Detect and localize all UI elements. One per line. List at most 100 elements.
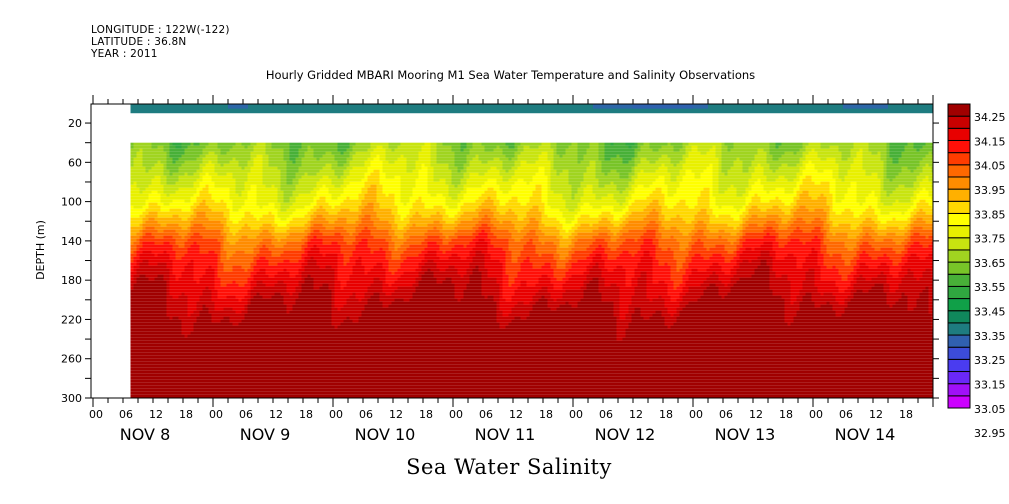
contour-cell: [184, 208, 188, 212]
contour-cell: [154, 286, 158, 290]
contour-cell: [262, 310, 266, 314]
contour-cell: [151, 391, 155, 395]
contour-cell: [175, 307, 179, 311]
contour-cell: [187, 355, 191, 359]
contour-cell: [292, 265, 296, 269]
contour-cell: [139, 166, 143, 170]
contour-cell: [157, 283, 161, 287]
contour-cell: [262, 154, 266, 158]
contour-cell: [244, 349, 248, 353]
contour-cell: [193, 349, 197, 353]
contour-cell: [175, 178, 179, 182]
contour-cell: [178, 268, 182, 272]
contour-cell: [286, 274, 290, 278]
contour-cell: [238, 145, 242, 149]
contour-cell: [211, 385, 215, 389]
contour-cell: [151, 151, 155, 155]
contour-cell: [205, 145, 209, 149]
contour-cell: [268, 289, 272, 293]
contour-cell: [223, 241, 227, 245]
contour-cell: [151, 364, 155, 368]
contour-cell: [238, 343, 242, 347]
contour-cell: [220, 358, 224, 362]
contour-cell: [148, 355, 152, 359]
contour-cell: [259, 181, 263, 185]
contour-cell: [250, 157, 254, 161]
contour-cell: [301, 346, 305, 350]
contour-cell: [211, 367, 215, 371]
contour-cell: [295, 226, 299, 230]
contour-cell: [274, 352, 278, 356]
contour-cell: [160, 229, 164, 233]
contour-cell: [181, 193, 185, 197]
contour-cell: [175, 349, 179, 353]
contour-cell: [163, 313, 167, 317]
contour-cell: [241, 145, 245, 149]
contour-cell: [286, 394, 290, 398]
contour-cell: [283, 166, 287, 170]
contour-cell: [184, 250, 188, 254]
contour-cell: [130, 346, 134, 350]
contour-cell: [130, 370, 134, 374]
contour-cell: [295, 238, 299, 242]
contour-cell: [214, 364, 218, 368]
contour-cell: [271, 295, 275, 299]
contour-cell: [259, 283, 263, 287]
contour-cell: [262, 313, 266, 317]
contour-cell: [151, 295, 155, 299]
contour-cell: [214, 157, 218, 161]
contour-cell: [151, 265, 155, 269]
contour-cell: [229, 193, 233, 197]
contour-cell: [283, 241, 287, 245]
contour-cell: [154, 328, 158, 332]
contour-cell: [274, 247, 278, 251]
contour-cell: [157, 250, 161, 254]
contour-cell: [298, 190, 302, 194]
contour-cell: [193, 241, 197, 245]
contour-cell: [145, 259, 149, 263]
contour-cell: [214, 316, 218, 320]
contour-cell: [223, 214, 227, 218]
contour-cell: [199, 274, 203, 278]
contour-cell: [268, 148, 272, 152]
contour-cell: [232, 214, 236, 218]
contour-cell: [154, 166, 158, 170]
contour-cell: [166, 358, 170, 362]
contour-cell: [193, 250, 197, 254]
contour-cell: [130, 241, 134, 245]
contour-cell: [172, 310, 176, 314]
contour-cell: [268, 331, 272, 335]
contour-cell: [199, 241, 203, 245]
contour-cell: [253, 178, 257, 182]
contour-cell: [286, 217, 290, 221]
contour-cell: [172, 163, 176, 167]
contour-cell: [214, 262, 218, 266]
contour-cell: [190, 310, 194, 314]
contour-cell: [217, 268, 221, 272]
contour-cell: [163, 334, 167, 338]
contour-cell: [190, 340, 194, 344]
contour-cell: [274, 286, 278, 290]
contour-cell: [289, 184, 293, 188]
contour-cell: [229, 217, 233, 221]
contour-cell: [232, 295, 236, 299]
contour-cell: [265, 343, 269, 347]
contour-cell: [211, 319, 215, 323]
contour-cell: [196, 148, 200, 152]
contour-cell: [199, 220, 203, 224]
contour-cell: [169, 160, 173, 164]
contour-cell: [235, 238, 239, 242]
contour-cell: [262, 196, 266, 200]
contour-cell: [247, 169, 251, 173]
contour-cell: [139, 172, 143, 176]
contour-cell: [244, 193, 248, 197]
contour-cell: [235, 394, 239, 398]
contour-cell: [169, 328, 173, 332]
contour-cell: [151, 175, 155, 179]
contour-cell: [181, 178, 185, 182]
contour-cell: [223, 367, 227, 371]
contour-cell: [268, 253, 272, 257]
contour-cell: [277, 181, 281, 185]
contour-cell: [226, 205, 230, 209]
contour-cell: [295, 217, 299, 221]
